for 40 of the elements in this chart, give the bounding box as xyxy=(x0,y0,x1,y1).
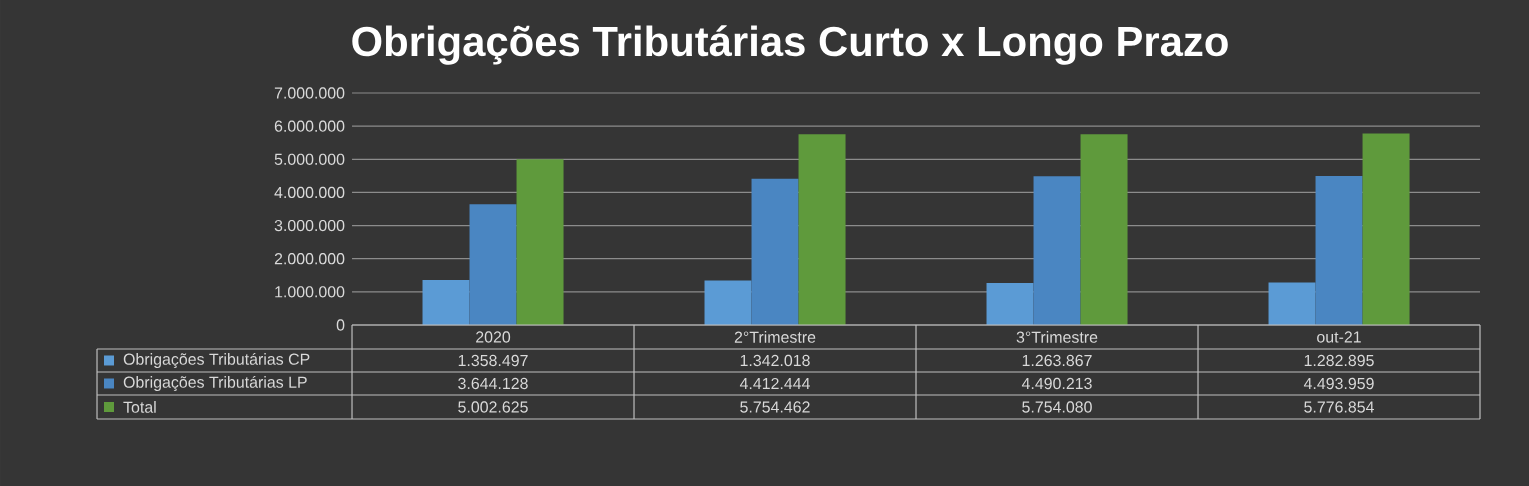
bar xyxy=(798,134,846,325)
data-label: 5.754.080 xyxy=(1022,401,1092,413)
legend-label: Obrigações Tributárias LP xyxy=(123,375,307,392)
y-tick-label: 0 xyxy=(336,319,345,331)
bar xyxy=(422,279,470,325)
y-tick-label: 4.000.000 xyxy=(274,186,345,199)
y-tick-label: 2.000.000 xyxy=(274,253,345,265)
legend-label: Total xyxy=(123,401,156,413)
bar xyxy=(1033,176,1081,325)
chart-title: Obrigações Tributárias Curto x Longo Prazo xyxy=(352,25,1228,65)
data-label: 5.754.462 xyxy=(740,401,810,413)
x-tick-label: 2°Trimestre xyxy=(734,331,816,343)
x-tick-label: 3°Trimestre xyxy=(1016,331,1098,343)
data-label: 4.412.444 xyxy=(739,377,810,390)
bar xyxy=(469,204,517,325)
y-tick-label: 6.000.000 xyxy=(274,120,345,132)
y-tick-label: 5.000.000 xyxy=(274,153,345,165)
bar xyxy=(1080,134,1128,325)
bar xyxy=(1268,282,1316,325)
data-label: 3.644.128 xyxy=(458,377,528,390)
bar xyxy=(516,159,564,325)
x-tick-label: 2020 xyxy=(476,331,511,343)
data-label: 1.263.867 xyxy=(1022,354,1092,367)
legend-label: Obrigações Tributárias CP xyxy=(123,352,310,369)
bar xyxy=(986,283,1034,325)
bar xyxy=(751,178,799,325)
data-label: 4.493.959 xyxy=(1303,377,1374,390)
y-tick-label: 7.000.000 xyxy=(274,87,345,99)
y-tick-label: 3.000.000 xyxy=(274,219,345,232)
data-label: 1.282.895 xyxy=(1304,354,1374,367)
x-tick-label: out-21 xyxy=(1317,331,1361,343)
data-label: 1.342.018 xyxy=(740,354,810,367)
bar xyxy=(704,280,752,325)
bar xyxy=(1315,176,1363,325)
data-label: 5.002.625 xyxy=(458,401,528,413)
data-label: 1.358.497 xyxy=(458,354,528,367)
data-label: 4.490.213 xyxy=(1021,377,1092,390)
bar xyxy=(1362,133,1410,325)
y-tick-label: 1.000.000 xyxy=(275,286,345,298)
data-label: 5.776.854 xyxy=(1304,401,1374,413)
